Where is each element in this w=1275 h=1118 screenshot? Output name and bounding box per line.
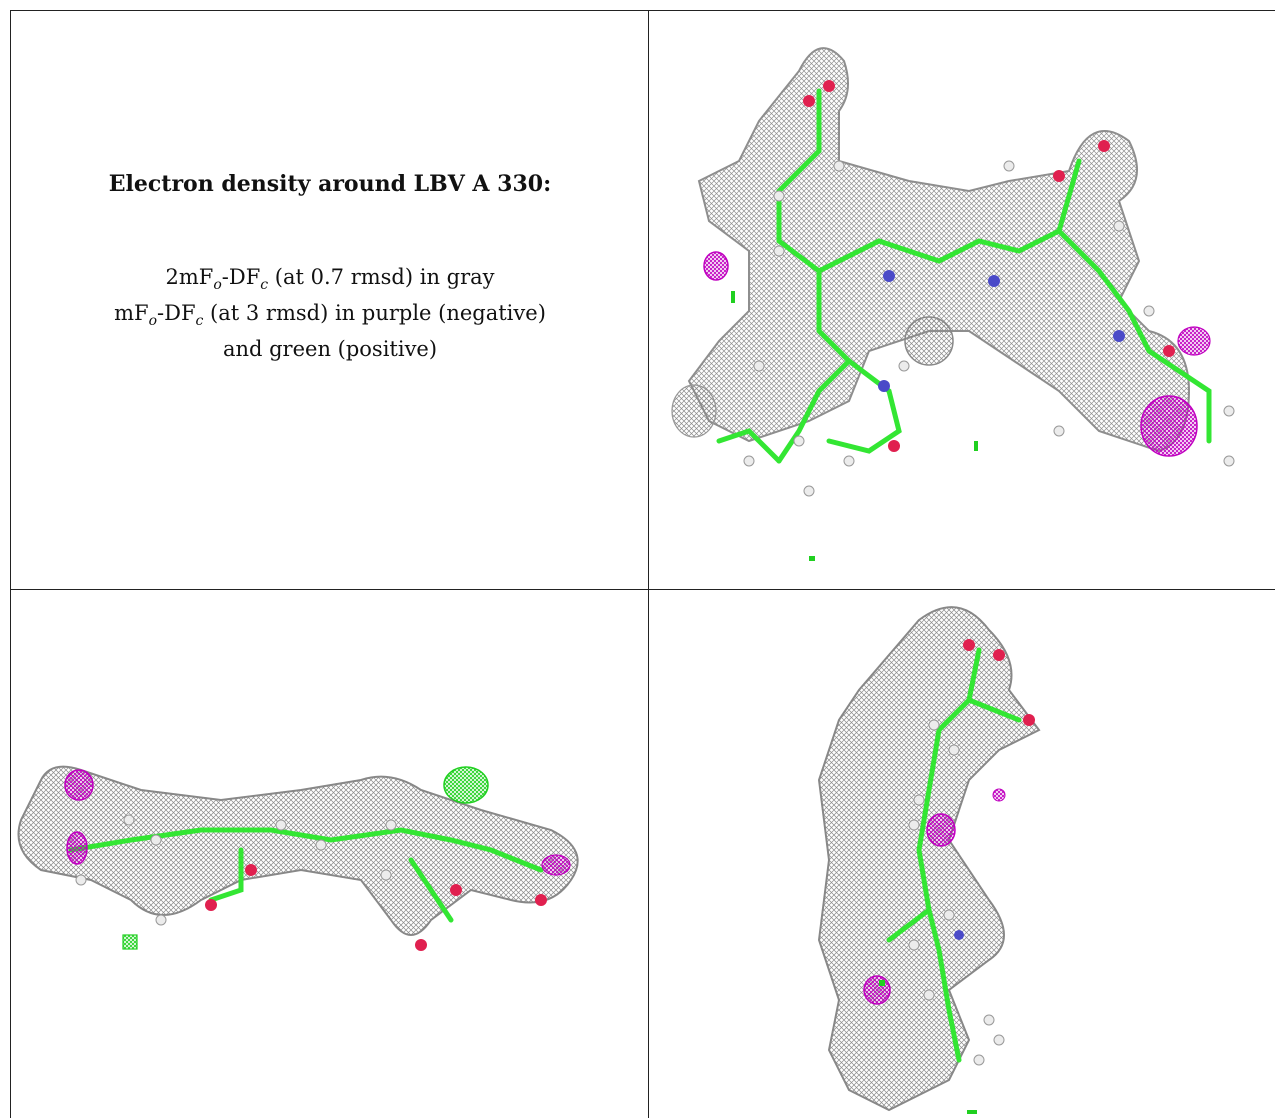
positive-difference-density-front — [731, 291, 978, 561]
nitrogen-atoms-front — [878, 270, 1125, 392]
negative-difference-density-side — [64, 769, 571, 876]
density-view-front — [671, 47, 1235, 561]
table-border-top — [10, 10, 1275, 11]
hydrogen-atoms-side — [75, 814, 397, 926]
bond-skeleton-end-on — [886, 647, 1022, 1063]
oxygen-atoms-side — [205, 864, 547, 951]
density-mesh-front — [671, 47, 1191, 453]
hydrogen-atoms-end-on — [908, 719, 1005, 1066]
oxygen-atoms-end-on — [963, 639, 1035, 726]
hydrogen-atoms-front — [743, 160, 1235, 497]
panel-bottom-left — [11, 590, 648, 1118]
caption-title: Electron density around LBV A 330: — [108, 171, 552, 197]
table-border-middle — [10, 589, 1275, 590]
table-border-left — [10, 10, 11, 1118]
density-mesh-end-on — [817, 606, 1041, 1112]
bond-skeleton-front — [716, 88, 1212, 464]
caption-line-green: and green (positive) — [222, 337, 438, 362]
panel-top-right — [649, 11, 1275, 589]
positive-difference-density-side — [122, 766, 489, 950]
caption-line-mfo: mFo-DFc (at 3 rmsd) in purple (negative) — [114, 301, 546, 330]
oxygen-atoms-front — [803, 80, 1175, 452]
caption: Electron density around LBV A 330: 2mFo-… — [11, 171, 648, 363]
panel-bottom-right — [649, 590, 1275, 1118]
caption-line-2mfo: 2mFo-DFc (at 0.7 rmsd) in gray — [165, 265, 495, 294]
caption-legend: 2mFo-DFc (at 0.7 rmsd) in gray mFo-DFc (… — [11, 263, 648, 363]
positive-difference-density-end-on — [879, 980, 977, 1114]
caption-cell: Electron density around LBV A 330: 2mFo-… — [11, 11, 648, 589]
figure-grid: Electron density around LBV A 330: 2mFo-… — [10, 10, 1275, 1118]
density-view-end-on — [817, 606, 1041, 1114]
table-border-center — [648, 10, 649, 1118]
nitrogen-atoms-end-on — [954, 930, 964, 940]
negative-difference-density-front — [703, 251, 1211, 457]
density-view-side — [17, 765, 579, 951]
